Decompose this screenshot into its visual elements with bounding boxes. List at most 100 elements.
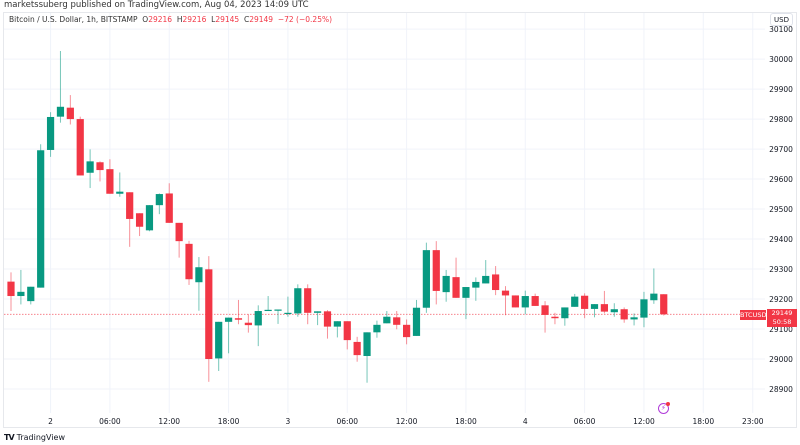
chart-frame[interactable] [3,12,797,428]
high-value: 29216 [182,15,207,24]
candle-down [304,288,312,313]
tradingview-logo[interactable]: 𝗧𝗩 TradingView [4,433,65,442]
symbol-price-label: BTCUSD [740,310,767,320]
candle-down [323,311,332,327]
price-tick-label: 29900 [769,85,793,94]
publish-info: marketssuberg published on TradingView.c… [4,0,309,10]
price-tick-label: 30100 [769,25,793,34]
price-tick-label: 29100 [769,325,793,334]
time-tick-label: 23:00 [742,417,764,426]
candle-up [56,106,65,117]
time-tick-label: 06:00 [574,417,596,426]
low-value: 29145 [215,15,240,24]
candle-down [452,277,460,298]
candle-down [432,250,440,291]
candle-down [185,243,193,280]
candle-up [333,321,341,327]
candle-down [660,294,668,315]
candle-down [244,322,252,326]
open-value: 29216 [148,15,173,24]
candle-up [46,116,55,150]
low-label: L [211,15,216,24]
candle-down [135,213,144,227]
candle-up [155,194,163,206]
time-tick-label: 2 [48,417,53,426]
time-tick-label: 18:00 [692,417,714,426]
candle-down [106,169,114,194]
candle-up [422,250,430,308]
last-price-value: 29149 [771,309,793,317]
high-label: H [176,15,183,24]
candle-down [551,316,559,319]
time-tick-label: 06:00 [336,417,358,426]
price-tick-label: 29200 [769,295,793,304]
candle-down [234,318,243,320]
candle-up [224,317,233,322]
candle-up [472,281,480,288]
symbol-legend: Bitcoin / U.S. Dollar, 1h, BITSTAMP O292… [9,15,332,24]
close-value: 29149 [249,15,274,24]
price-tick-label: 29700 [769,145,793,154]
candle-up [195,267,203,283]
candle-down [393,317,401,325]
bar-countdown: 50:58 [772,318,792,326]
candle-down [511,295,519,308]
candle-down [541,305,549,315]
candle-up [284,312,292,315]
change-value: −72 (−0.25%) [277,15,333,24]
candle-up [254,311,262,326]
candle-down [531,296,539,306]
notification-dot [666,402,670,406]
candle-down [343,321,351,341]
last-price-label: 29149 50:58 [767,309,797,327]
tradingview-logo-mark-icon: 𝗧𝗩 [4,433,15,442]
candle-down [175,222,183,242]
candle-up [412,307,421,336]
candle-down [96,162,104,171]
candle-up [462,287,470,298]
candle-down [353,341,361,356]
price-tick-label: 30000 [769,55,793,64]
candle-up [383,316,391,324]
candle-up [215,321,223,359]
candle-down [492,274,500,291]
time-tick-label: 18:00 [218,417,240,426]
price-tick-label: 28900 [769,385,793,394]
time-tick-label: 4 [523,417,528,426]
candle-up [610,309,618,313]
candle-up [571,296,579,307]
candle-down [165,193,173,223]
candle-up [37,150,45,288]
candle-up [264,309,272,312]
price-tick-label: 29400 [769,235,793,244]
candle-down [126,192,134,219]
price-tick-label: 29500 [769,205,793,214]
time-tick-label: 06:00 [99,417,121,426]
time-tick-label: 12:00 [158,417,180,426]
candle-up [650,293,658,301]
candle-up [86,161,94,173]
candle-up [116,191,124,194]
candle-up [521,296,529,308]
candle-up [145,205,154,231]
price-tick-label: 29600 [769,175,793,184]
time-tick-label: 18:00 [455,417,477,426]
price-tick-label: 29300 [769,265,793,274]
candle-up [630,317,638,320]
candle-down [620,309,628,320]
open-label: O [142,15,149,24]
tradingview-logo-text: TradingView [16,433,65,442]
candle-up [640,299,648,318]
candle-up [373,324,381,333]
candle-down [600,304,608,312]
lightning-icon[interactable]: ⚡ [658,402,670,414]
currency-button[interactable]: USD [770,13,793,26]
candle-up [482,275,490,284]
candle-down [205,269,213,360]
candle-down [7,281,15,297]
candle-down [581,295,589,309]
symbol-title: Bitcoin / U.S. Dollar, 1h, BITSTAMP [9,15,138,24]
candle-up [561,307,569,319]
candle-up [274,309,282,311]
